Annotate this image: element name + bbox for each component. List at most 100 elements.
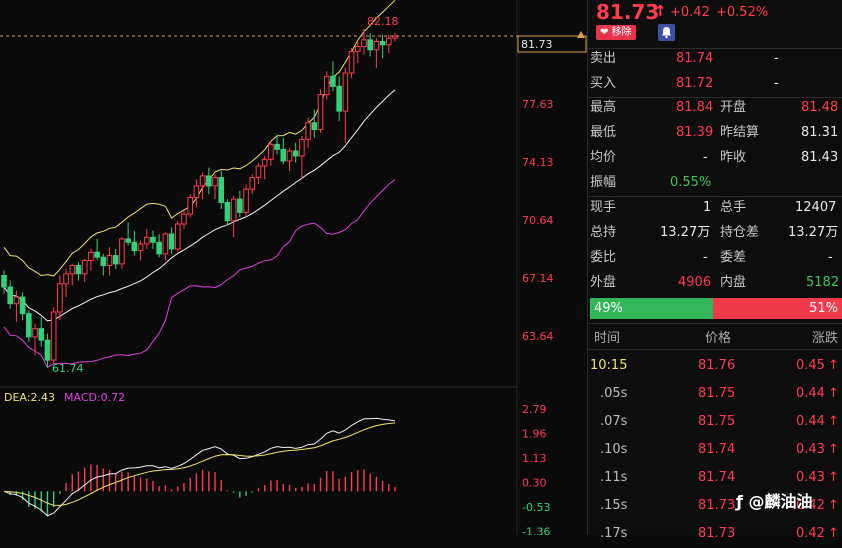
tick-price: 81.74 (698, 470, 736, 485)
candle-up (243, 188, 249, 213)
candle-up (299, 138, 305, 157)
macd-axis-tick: 2.79 (522, 403, 547, 416)
open-interest-row: 总持 13.27万 持仓差 13.27万 (590, 225, 839, 240)
price-axis-tick: 70.64 (522, 214, 554, 227)
candle-down (336, 85, 342, 112)
dea-legend: DEA:2.43 (4, 391, 55, 404)
candle-up (212, 177, 218, 187)
dif-line (3, 417, 396, 517)
candle-down (274, 143, 280, 150)
candle-up (181, 213, 187, 225)
candle-down (38, 328, 45, 341)
candle-up (305, 122, 311, 140)
avg-close-row: 均价 - 昨收 81.43 (590, 150, 839, 165)
price-chart: 77.63 74.13 70.64 67.14 63.64 2.79 1.96 1.13 0.3… (0, 0, 587, 535)
tick-time: .07s (600, 414, 628, 429)
up-arrow-icon: ↑ (828, 498, 839, 513)
high-annotation: 82.18 (367, 15, 399, 28)
candle-down (311, 122, 318, 130)
current-price-marker-icon (577, 31, 585, 38)
boll-mid-line (3, 89, 396, 322)
candle-up (69, 265, 76, 275)
candle-down (112, 255, 119, 265)
high-open-row: 最高 81.84 开盘 81.48 (590, 100, 839, 115)
tick-row: .17s 81.73 0.42 ↑ (588, 520, 842, 548)
volume-row: 现手 1 总手 12407 (590, 200, 837, 215)
col-time-header: 时间 (594, 331, 621, 346)
candle-down (44, 339, 51, 361)
col-price-header: 价格 (705, 331, 732, 346)
candle-down (330, 75, 336, 87)
candle-up (162, 233, 169, 255)
last-price: 81.73 (596, 0, 660, 24)
quote-panel: 81.73 ↑ +0.42 +0.52% ❤ 移除 卖出 81.74 - 买入 … (587, 0, 842, 541)
candle-down (7, 286, 14, 305)
up-arrow-icon: ↑ (828, 442, 839, 457)
candle-up (392, 35, 398, 39)
candle-down (94, 251, 100, 258)
tick-price: 81.76 (698, 358, 736, 373)
candle-up (317, 94, 324, 130)
candle-up (57, 283, 63, 313)
candle-up (354, 45, 361, 52)
candle-down (1, 274, 7, 288)
current-price-tag (517, 35, 587, 53)
candle-down (224, 201, 231, 222)
macd-axis-tick: 1.13 (522, 452, 547, 465)
tick-price: 81.73 (698, 498, 736, 513)
tick-change: 0.44 (796, 386, 825, 401)
candle-down (168, 233, 175, 250)
macd-axis-tick: -0.53 (522, 501, 550, 514)
candle-down (131, 241, 138, 252)
tick-time: .10s (600, 442, 628, 457)
tick-time: .15s (600, 498, 628, 513)
tick-change: 0.42 (796, 498, 825, 513)
macd-axis-tick: 1.96 (522, 428, 547, 441)
platform-logo-icon: ƒ (736, 492, 749, 511)
candle-up (373, 40, 380, 51)
tick-change: 0.45 (796, 358, 825, 373)
tick-time: .11s (600, 470, 628, 485)
candle-down (367, 39, 373, 51)
ask-row: 卖出 81.74 - (590, 51, 779, 66)
candle-down (206, 175, 212, 187)
macd-legend: MACD:0.72 (64, 391, 125, 404)
macd-axis-tick: 0.30 (522, 477, 547, 490)
boll-upper-line (3, 0, 396, 277)
candle-up (63, 273, 69, 285)
candle-down (218, 177, 225, 203)
candle-down (100, 256, 107, 267)
price-axis-tick: 63.64 (522, 330, 554, 343)
bell-icon (661, 27, 672, 39)
candle-up (323, 75, 330, 96)
price-change-pct: +0.52% (716, 5, 769, 20)
candle-up (261, 158, 268, 167)
candle-up (137, 243, 144, 252)
tick-price: 81.73 (698, 526, 736, 541)
tick-row: .05s 81.75 0.44 ↑ (588, 380, 842, 408)
candle-up (268, 143, 274, 160)
up-arrow-icon: ↑ (828, 358, 839, 373)
candle-down (125, 238, 131, 243)
up-arrow-icon: ↑ (654, 2, 667, 20)
candle-up (88, 251, 94, 262)
candle-down (280, 148, 287, 162)
candle-up (348, 50, 355, 74)
tick-row: .07s 81.75 0.44 ↑ (588, 408, 842, 436)
candle-down (379, 40, 386, 46)
candle-up (255, 165, 262, 179)
candle-up (106, 255, 113, 267)
candle-up (174, 223, 181, 250)
heart-icon: ❤ (600, 27, 612, 38)
price-axis-tick: 74.13 (522, 156, 554, 169)
tick-change: 0.42 (796, 526, 825, 541)
candle-down (19, 296, 26, 315)
tick-change: 0.43 (796, 470, 825, 485)
candle-down (75, 265, 82, 275)
tick-price: 81.75 (698, 386, 736, 401)
candle-up (81, 260, 88, 275)
tick-price: 81.75 (698, 414, 736, 429)
alert-bell-button[interactable] (658, 24, 675, 41)
col-change-header: 涨跌 (812, 331, 839, 346)
remove-watchlist-button[interactable]: ❤ 移除 (596, 25, 636, 40)
